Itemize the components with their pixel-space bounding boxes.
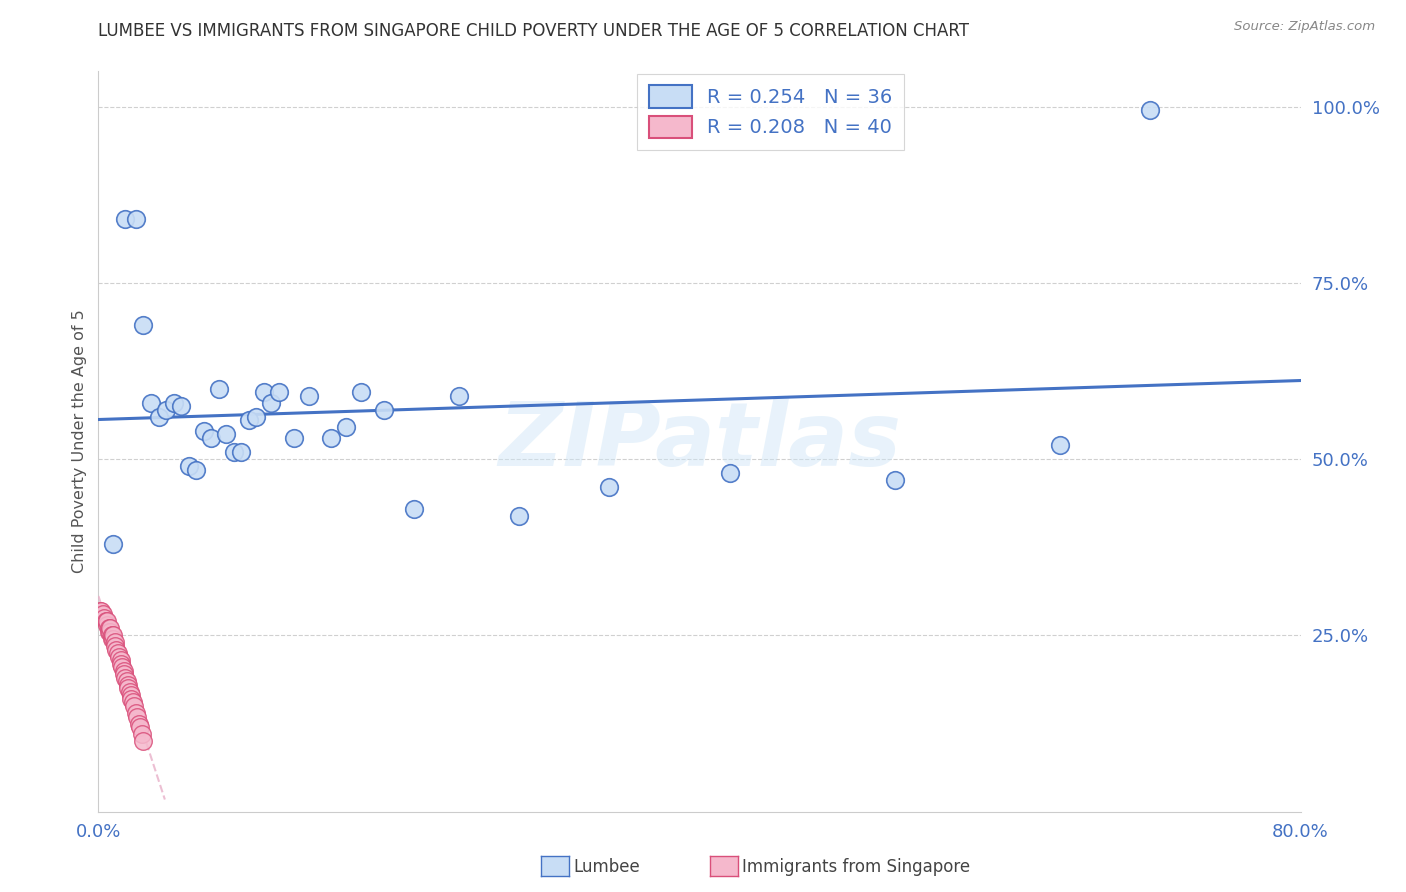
Point bbox=[193, 424, 215, 438]
Point bbox=[170, 399, 193, 413]
Point bbox=[100, 624, 122, 639]
Point bbox=[184, 463, 207, 477]
Text: Lumbee: Lumbee bbox=[574, 858, 640, 876]
Point bbox=[245, 409, 267, 424]
Point bbox=[447, 389, 470, 403]
Point bbox=[253, 385, 276, 400]
Point bbox=[132, 318, 155, 333]
Point bbox=[110, 653, 132, 667]
Point bbox=[104, 635, 127, 649]
Point bbox=[883, 473, 905, 487]
Point bbox=[222, 445, 245, 459]
Point bbox=[208, 382, 231, 396]
Point bbox=[115, 674, 138, 689]
Point bbox=[129, 720, 152, 734]
Point bbox=[155, 402, 177, 417]
Point bbox=[97, 621, 120, 635]
Point bbox=[335, 420, 357, 434]
Point bbox=[350, 385, 373, 400]
Point bbox=[97, 624, 120, 639]
Text: ZIPatlas: ZIPatlas bbox=[498, 398, 901, 485]
Point bbox=[124, 698, 146, 713]
Point bbox=[112, 667, 135, 681]
Point bbox=[718, 467, 741, 481]
Point bbox=[103, 628, 125, 642]
Point bbox=[90, 604, 112, 618]
Point bbox=[108, 649, 131, 664]
Point bbox=[127, 709, 149, 723]
Point bbox=[89, 604, 111, 618]
Point bbox=[101, 628, 124, 642]
Point bbox=[107, 646, 129, 660]
Point bbox=[101, 632, 124, 646]
Point bbox=[238, 413, 260, 427]
Point bbox=[103, 632, 125, 646]
Point bbox=[110, 657, 132, 671]
Point bbox=[260, 396, 283, 410]
Point bbox=[117, 681, 139, 696]
Point bbox=[91, 607, 114, 622]
Text: Source: ZipAtlas.com: Source: ZipAtlas.com bbox=[1234, 20, 1375, 33]
Point bbox=[105, 642, 128, 657]
Point bbox=[111, 660, 134, 674]
Point bbox=[231, 445, 253, 459]
Point bbox=[125, 706, 148, 720]
Point bbox=[112, 664, 135, 678]
Point bbox=[177, 459, 200, 474]
Point bbox=[114, 671, 136, 685]
Point bbox=[100, 621, 122, 635]
Point bbox=[104, 639, 127, 653]
Point bbox=[93, 611, 115, 625]
Point bbox=[148, 409, 170, 424]
Point bbox=[122, 695, 145, 709]
Point bbox=[121, 689, 143, 703]
Point bbox=[117, 678, 139, 692]
Point bbox=[162, 396, 184, 410]
Point bbox=[508, 508, 530, 523]
Point bbox=[96, 615, 118, 629]
Point bbox=[1049, 438, 1071, 452]
Point bbox=[128, 716, 150, 731]
Point bbox=[298, 389, 321, 403]
Point bbox=[132, 734, 155, 748]
Y-axis label: Child Poverty Under the Age of 5: Child Poverty Under the Age of 5 bbox=[72, 310, 87, 574]
Text: Immigrants from Singapore: Immigrants from Singapore bbox=[742, 858, 970, 876]
Point bbox=[373, 402, 395, 417]
Point bbox=[96, 618, 118, 632]
Point bbox=[139, 396, 162, 410]
Point bbox=[283, 431, 305, 445]
Point bbox=[1139, 103, 1161, 117]
Point bbox=[321, 431, 343, 445]
Point bbox=[215, 427, 238, 442]
Point bbox=[121, 692, 143, 706]
Point bbox=[94, 615, 117, 629]
Point bbox=[103, 537, 125, 551]
Point bbox=[200, 431, 222, 445]
Point bbox=[125, 212, 148, 227]
Point bbox=[114, 212, 136, 227]
Point bbox=[598, 480, 620, 494]
Point bbox=[131, 727, 153, 741]
Text: LUMBEE VS IMMIGRANTS FROM SINGAPORE CHILD POVERTY UNDER THE AGE OF 5 CORRELATION: LUMBEE VS IMMIGRANTS FROM SINGAPORE CHIL… bbox=[98, 22, 969, 40]
Point bbox=[402, 501, 425, 516]
Point bbox=[118, 685, 141, 699]
Legend: R = 0.254   N = 36, R = 0.208   N = 40: R = 0.254 N = 36, R = 0.208 N = 40 bbox=[637, 74, 904, 150]
Point bbox=[267, 385, 290, 400]
